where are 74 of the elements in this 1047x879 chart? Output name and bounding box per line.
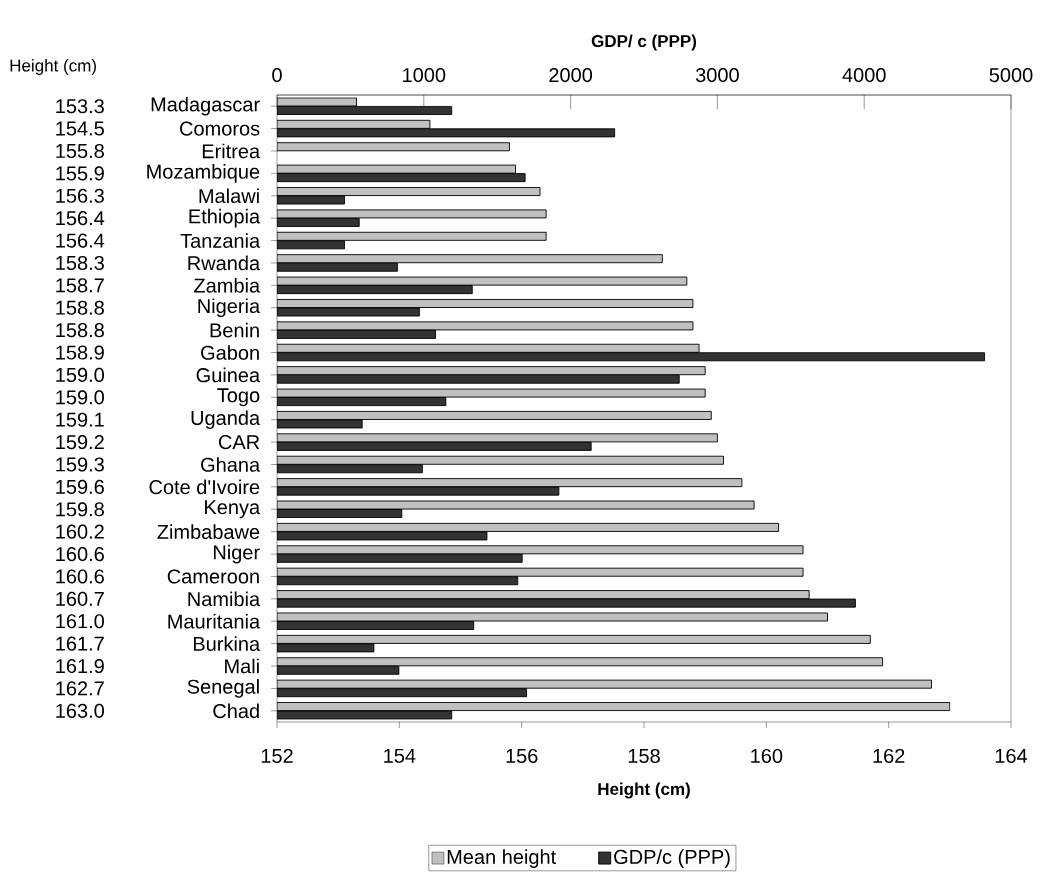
data-label: 158.8 <box>56 323 104 338</box>
y-tick-label: Madagascar <box>151 96 260 116</box>
x2-tick-label: 2000 <box>549 67 593 83</box>
data-label: 159.1 <box>56 412 104 427</box>
data-label: 160.7 <box>56 591 104 606</box>
y-tick-label: Cameroon <box>167 569 259 584</box>
y-tick-label: Kenya <box>205 500 261 519</box>
data-label: 161.9 <box>56 658 104 674</box>
data-label: 155.8 <box>56 143 104 159</box>
y-tick-label: Mozambique <box>147 164 260 183</box>
data-label: 158.9 <box>56 345 104 360</box>
y-tick-label: Malawi <box>199 188 259 204</box>
data-label: 160.6 <box>56 569 104 584</box>
y-tick-label: Guinea <box>196 367 261 383</box>
x-tick-label: 162 <box>873 748 905 764</box>
x-tick-label: 152 <box>261 748 293 764</box>
data-label: 158.8 <box>56 300 104 315</box>
x-tick-label: 154 <box>384 748 416 763</box>
x-tick-label: 158 <box>628 748 660 764</box>
y-tick-label: Benin <box>210 322 259 338</box>
y-tick-label: CAR <box>218 435 260 450</box>
y-tick-label: Uganda <box>191 410 261 430</box>
y-tick-label: Nigeria <box>198 298 261 318</box>
data-label: 158.3 <box>56 255 104 271</box>
data-label: 156.4 <box>56 211 105 226</box>
y-tick-label: Togo <box>217 388 260 407</box>
x-tick-label: 164 <box>995 748 1028 764</box>
x2-axis-title: GDP/ c (PPP) <box>591 34 697 51</box>
data-label: 160.2 <box>56 524 104 539</box>
x2-tick-label: 1000 <box>403 67 446 83</box>
data-label: 159.0 <box>56 367 105 382</box>
legend-label: GDP/c (PPP) <box>614 849 730 868</box>
y-tick-label: Ghana <box>201 457 261 472</box>
data-label: 159.2 <box>56 435 104 450</box>
data-label: 159.6 <box>56 479 104 494</box>
y-tick-label: Mali <box>225 658 259 674</box>
data-label: 163.0 <box>56 703 105 718</box>
data-label: 156.3 <box>56 188 104 203</box>
data-label: 160.6 <box>56 546 104 562</box>
y-tick-label: Tanzania <box>180 233 261 248</box>
data-label: 158.7 <box>56 278 104 293</box>
y-tick-label: Zambia <box>194 278 261 293</box>
y-tick-label: Zimbabawe <box>157 524 260 539</box>
x-tick-label: 156 <box>506 748 538 764</box>
data-label: 161.0 <box>56 614 105 629</box>
y-tick-label: Niger <box>213 544 260 564</box>
x2-tick-label: 3000 <box>695 67 739 83</box>
y-tick-label: Namibia <box>188 591 261 607</box>
data-label: 159.3 <box>56 457 104 472</box>
y-tick-label: Eritrea <box>202 143 261 159</box>
y-tick-label: Ethiopia <box>189 208 261 228</box>
x2-tick-label: 5000 <box>989 67 1033 83</box>
x-tick-label: 160 <box>751 748 783 764</box>
data-label: 159.8 <box>56 502 104 517</box>
y-tick-label: Senegal <box>187 679 259 698</box>
data-label: 156.4 <box>56 233 105 248</box>
data-label: 155.9 <box>56 166 104 181</box>
data-label: 161.7 <box>56 636 104 651</box>
legend-label: Mean height <box>447 849 557 868</box>
x2-tick-label: 4000 <box>842 67 886 83</box>
y-tick-label: Mauritania <box>168 613 261 629</box>
y-tick-label: Chad <box>213 703 259 719</box>
data-label: 162.7 <box>56 681 104 696</box>
y-tick-label: Comoros <box>180 121 260 136</box>
data-label: 159.0 <box>56 390 105 405</box>
y-axis-title: Height (cm) <box>10 59 96 75</box>
x-axis-title: Height (cm) <box>598 782 690 799</box>
data-label: 153.3 <box>56 99 104 114</box>
y-tick-label: Cote d'Ivoire <box>149 479 260 495</box>
x2-tick-label: 0 <box>272 67 282 83</box>
y-tick-label: Burkina <box>193 636 261 651</box>
y-tick-label: Gabon <box>201 345 259 360</box>
y-tick-label: Rwanda <box>188 255 261 271</box>
data-label: 154.5 <box>56 121 104 136</box>
